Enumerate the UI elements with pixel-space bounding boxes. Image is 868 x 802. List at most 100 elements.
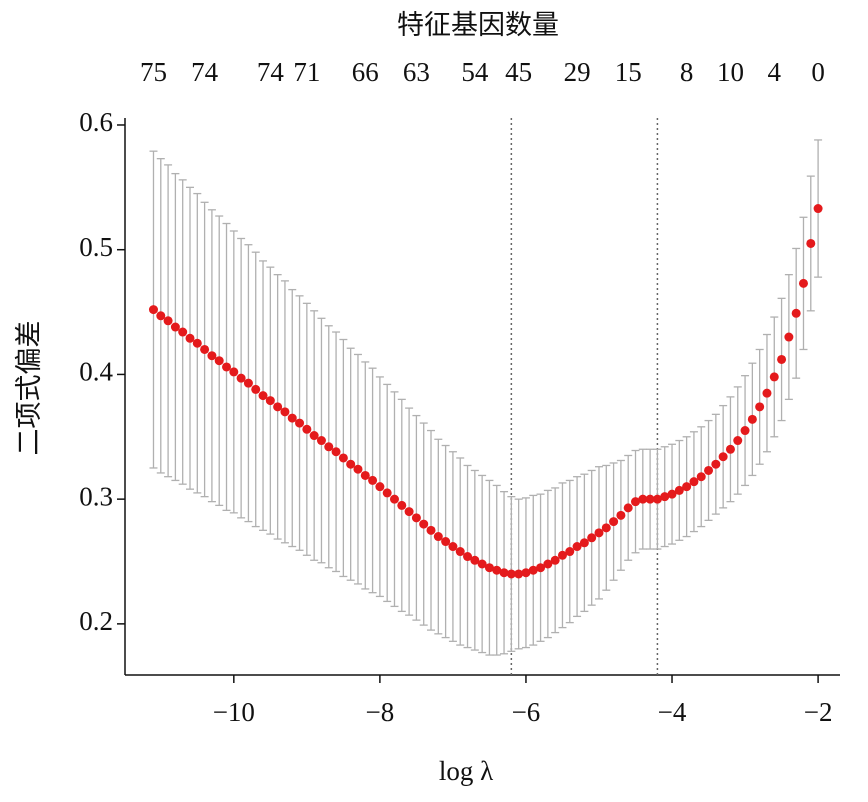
- point: [616, 510, 626, 520]
- point: [243, 378, 253, 388]
- point: [740, 426, 750, 436]
- point: [214, 356, 224, 366]
- point: [455, 547, 465, 557]
- point: [674, 485, 684, 495]
- point: [200, 344, 210, 354]
- top-tick-label: 66: [352, 57, 379, 87]
- point: [433, 532, 443, 542]
- y-tick-label: 0.2: [79, 606, 113, 636]
- point: [762, 388, 772, 398]
- point: [652, 494, 662, 504]
- point: [689, 477, 699, 487]
- point: [594, 528, 604, 538]
- point: [346, 459, 356, 469]
- point: [419, 519, 429, 529]
- top-tick-label: 74: [257, 57, 285, 87]
- point: [667, 489, 677, 499]
- point: [484, 563, 494, 573]
- top-tick-label: 0: [811, 57, 825, 87]
- point: [784, 332, 794, 342]
- point: [623, 503, 633, 513]
- point: [528, 565, 538, 575]
- point: [565, 547, 575, 557]
- x-tick-label: −2: [804, 697, 833, 727]
- point: [178, 327, 188, 337]
- point: [148, 305, 158, 315]
- point: [389, 494, 399, 504]
- point: [236, 373, 246, 383]
- point: [506, 569, 516, 579]
- y-tick-label: 0.6: [79, 107, 113, 137]
- point: [287, 413, 297, 423]
- point: [601, 523, 611, 533]
- x-tick-label: −8: [366, 697, 395, 727]
- point: [397, 500, 407, 510]
- point: [265, 396, 275, 406]
- x-axis-label: log λ: [439, 756, 493, 786]
- point: [521, 568, 531, 578]
- top-tick-label: 75: [140, 57, 167, 87]
- x-tick-label: −10: [213, 697, 255, 727]
- point: [499, 568, 509, 578]
- point: [725, 444, 735, 454]
- point: [426, 525, 436, 535]
- point: [441, 537, 451, 547]
- point: [704, 465, 714, 475]
- point: [609, 517, 619, 527]
- point: [806, 238, 816, 248]
- chart-title: 特征基因数量: [397, 10, 559, 40]
- top-tick-label: 29: [564, 57, 591, 87]
- point: [302, 424, 312, 434]
- point: [353, 464, 363, 474]
- point: [579, 538, 589, 548]
- y-axis-label: 二项式偏差: [14, 321, 44, 456]
- top-tick-label: 8: [680, 57, 694, 87]
- point: [470, 555, 480, 565]
- point: [492, 565, 502, 575]
- top-tick-label: 15: [615, 57, 642, 87]
- point: [660, 492, 670, 502]
- x-tick-label: −6: [512, 697, 541, 727]
- point: [711, 459, 721, 469]
- point: [718, 452, 728, 462]
- point: [331, 447, 341, 457]
- top-tick-label: 54: [461, 57, 489, 87]
- point: [295, 418, 305, 428]
- point: [324, 442, 334, 452]
- point: [156, 311, 166, 321]
- top-tick-label: 4: [768, 57, 782, 87]
- top-tick-label: 74: [191, 57, 219, 87]
- point: [587, 533, 597, 543]
- point: [207, 351, 217, 361]
- point: [682, 482, 692, 492]
- point: [536, 563, 546, 573]
- y-tick-label: 0.4: [79, 357, 113, 387]
- top-tick-label: 10: [717, 57, 744, 87]
- point: [813, 204, 823, 214]
- y-tick-label: 0.3: [79, 481, 113, 511]
- point: [382, 488, 392, 498]
- point: [273, 402, 283, 412]
- point: [543, 559, 553, 569]
- point: [572, 542, 582, 552]
- point: [192, 338, 202, 348]
- point: [375, 482, 385, 492]
- point: [769, 372, 779, 382]
- point: [280, 407, 290, 417]
- point: [222, 362, 232, 372]
- point: [514, 569, 524, 579]
- point: [557, 550, 567, 560]
- point: [747, 414, 757, 424]
- y-tick-label: 0.5: [79, 232, 113, 262]
- top-tick-label: 45: [505, 57, 532, 87]
- point: [251, 384, 261, 394]
- point: [368, 475, 378, 485]
- point: [550, 555, 560, 565]
- point: [404, 507, 414, 517]
- point: [733, 436, 743, 446]
- x-tick-label: −4: [658, 697, 687, 727]
- point: [338, 453, 348, 463]
- point: [645, 494, 655, 504]
- point: [448, 542, 458, 552]
